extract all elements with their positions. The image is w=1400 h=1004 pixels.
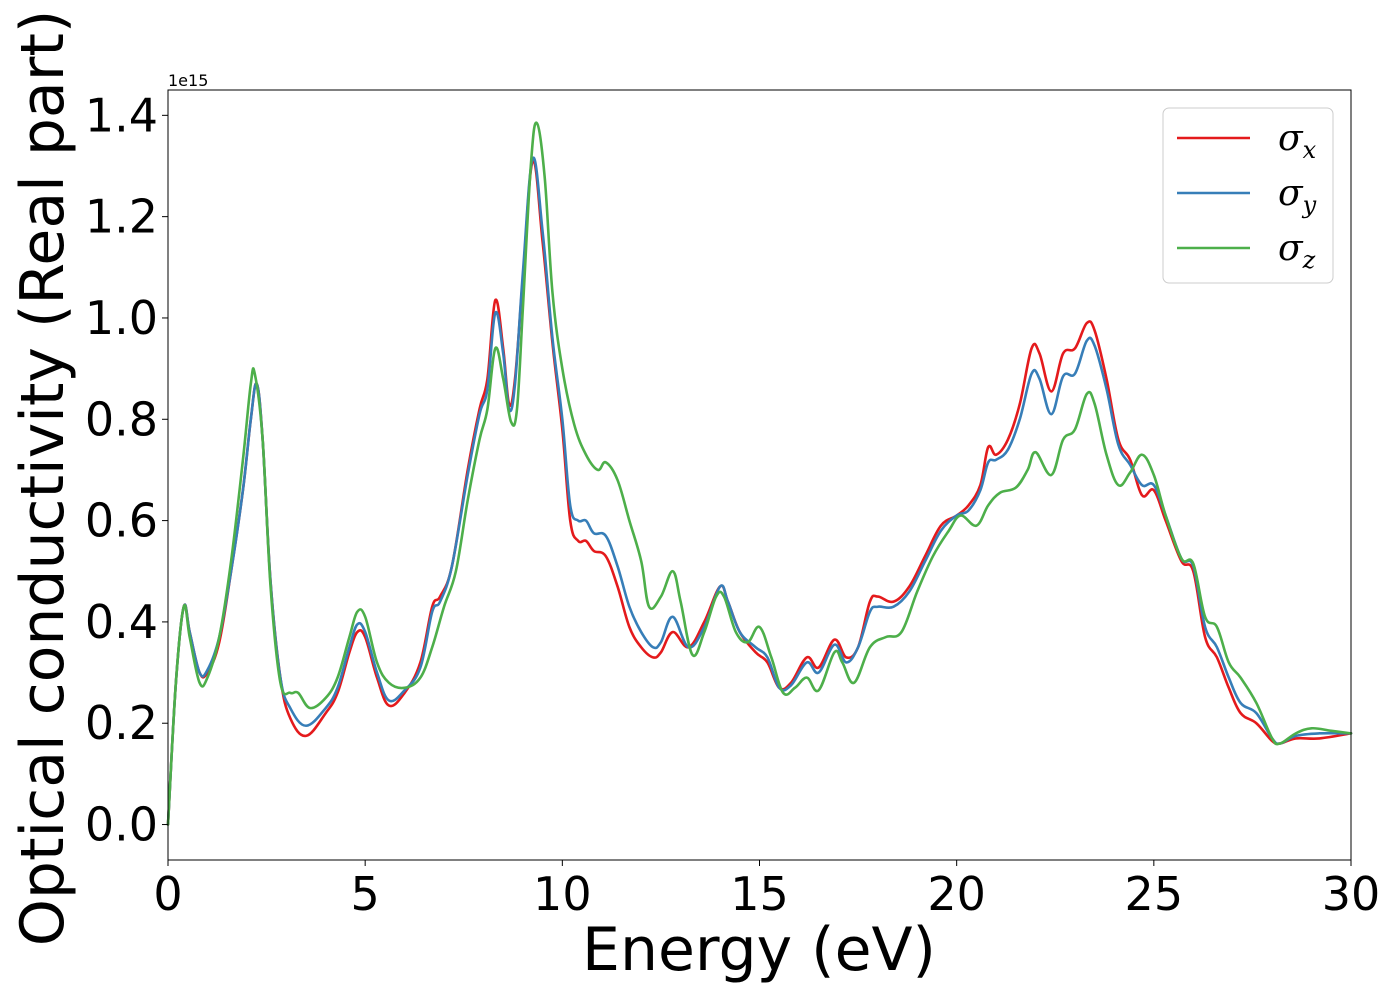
x-tick-label: 10 xyxy=(533,867,592,921)
y-tick-label: 1.2 xyxy=(85,190,158,244)
y-axis-label: Optical conductivity (Real part) xyxy=(8,10,78,947)
x-tick-label: 20 xyxy=(927,867,986,921)
legend-label-z: σz xyxy=(1278,228,1316,274)
series-layer xyxy=(166,121,1353,826)
y-tick-label: 1.4 xyxy=(85,88,158,142)
axes-layer: 0 5 10 15 20 25 30 0.0 0.2 0.4 0.6 0.8 1.0 1.2 1.4 1e… xyxy=(8,10,1380,985)
y-tick-label: 0.0 xyxy=(85,798,158,852)
x-axis-label: Energy (eV) xyxy=(582,915,936,985)
y-tick-label: 0.4 xyxy=(85,595,158,649)
x-tick-label: 30 xyxy=(1322,867,1381,921)
y-tick-label: 0.8 xyxy=(85,392,158,446)
x-tick-label: 25 xyxy=(1125,867,1184,921)
y-axis-offset-label: 1e15 xyxy=(168,71,208,90)
x-axis-ticks: 0 5 10 15 20 25 30 xyxy=(153,860,1380,921)
x-tick-label: 5 xyxy=(351,867,380,921)
x-tick-label: 0 xyxy=(153,867,182,921)
y-tick-label: 0.2 xyxy=(85,696,158,750)
series-line-y xyxy=(166,156,1353,826)
x-tick-label: 15 xyxy=(730,867,789,921)
legend-box xyxy=(1162,107,1334,284)
y-tick-label: 1.0 xyxy=(85,291,158,345)
y-axis-ticks: 0.0 0.2 0.4 0.6 0.8 1.0 1.2 1.4 xyxy=(85,88,168,852)
y-tick-label: 0.6 xyxy=(85,494,158,548)
series-line-x xyxy=(166,159,1353,826)
series-line-z xyxy=(166,121,1353,826)
